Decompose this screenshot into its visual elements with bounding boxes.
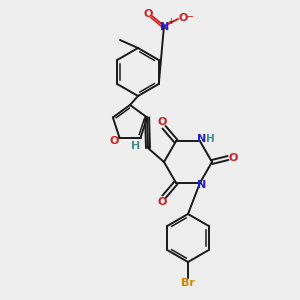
Text: N: N xyxy=(160,22,169,32)
Text: H: H xyxy=(206,134,214,144)
Text: N: N xyxy=(197,180,207,190)
Text: O: O xyxy=(110,136,119,146)
Text: O: O xyxy=(143,9,153,19)
Text: −: − xyxy=(186,12,194,22)
Text: O: O xyxy=(228,153,238,163)
Text: O: O xyxy=(157,117,167,127)
Text: H: H xyxy=(131,141,141,151)
Text: O: O xyxy=(178,13,188,23)
Text: Br: Br xyxy=(181,278,195,288)
Text: O: O xyxy=(157,197,167,207)
Text: +: + xyxy=(168,16,174,26)
Text: N: N xyxy=(197,134,207,144)
